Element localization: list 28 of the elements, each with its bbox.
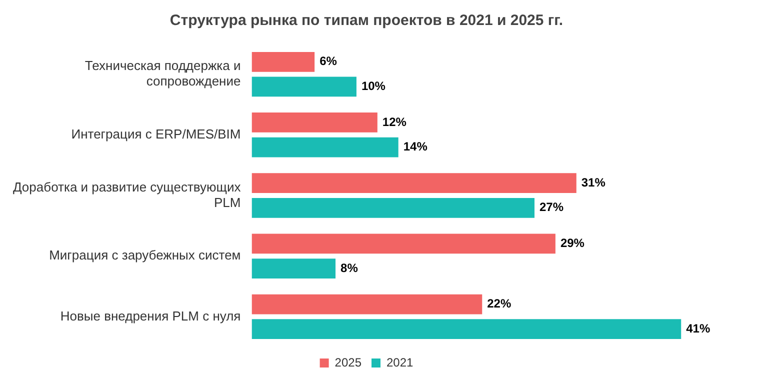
bar [252, 76, 356, 97]
y-tick-label: Техническая поддержка и сопровождение [84, 58, 241, 89]
y-tick-label: Новые внедрения PLM с нуля [60, 308, 241, 324]
data-label: 31% [581, 175, 606, 190]
y-tick-label: Интеграция с ERP/MES/BIM [71, 126, 241, 142]
data-label: 8% [340, 260, 358, 275]
bar [252, 294, 482, 314]
data-label: 29% [560, 236, 585, 250]
bar [252, 52, 315, 72]
data-label: 12% [382, 114, 407, 129]
bar [252, 112, 378, 132]
bar [252, 198, 534, 218]
bar [252, 173, 576, 194]
y-tick-label: Миграция с зарубежных систем [49, 248, 241, 263]
data-label: 10% [361, 79, 386, 94]
bar [252, 319, 682, 340]
chart-title: Структура рынка по типам проектов в 2021 и 2025 гг. [170, 12, 564, 30]
y-tick-label: Доработка и развитие существующих PLM [12, 179, 242, 210]
data-label: 22% [487, 296, 512, 311]
legend-label: 2021 [386, 355, 414, 370]
bar [252, 258, 336, 278]
data-label: 27% [539, 200, 564, 214]
bar [252, 234, 556, 254]
data-label: 41% [686, 321, 710, 336]
legend-label: 2025 [334, 355, 362, 370]
data-label: 14% [403, 140, 428, 154]
data-label: 6% [320, 54, 338, 68]
bar [252, 137, 398, 158]
